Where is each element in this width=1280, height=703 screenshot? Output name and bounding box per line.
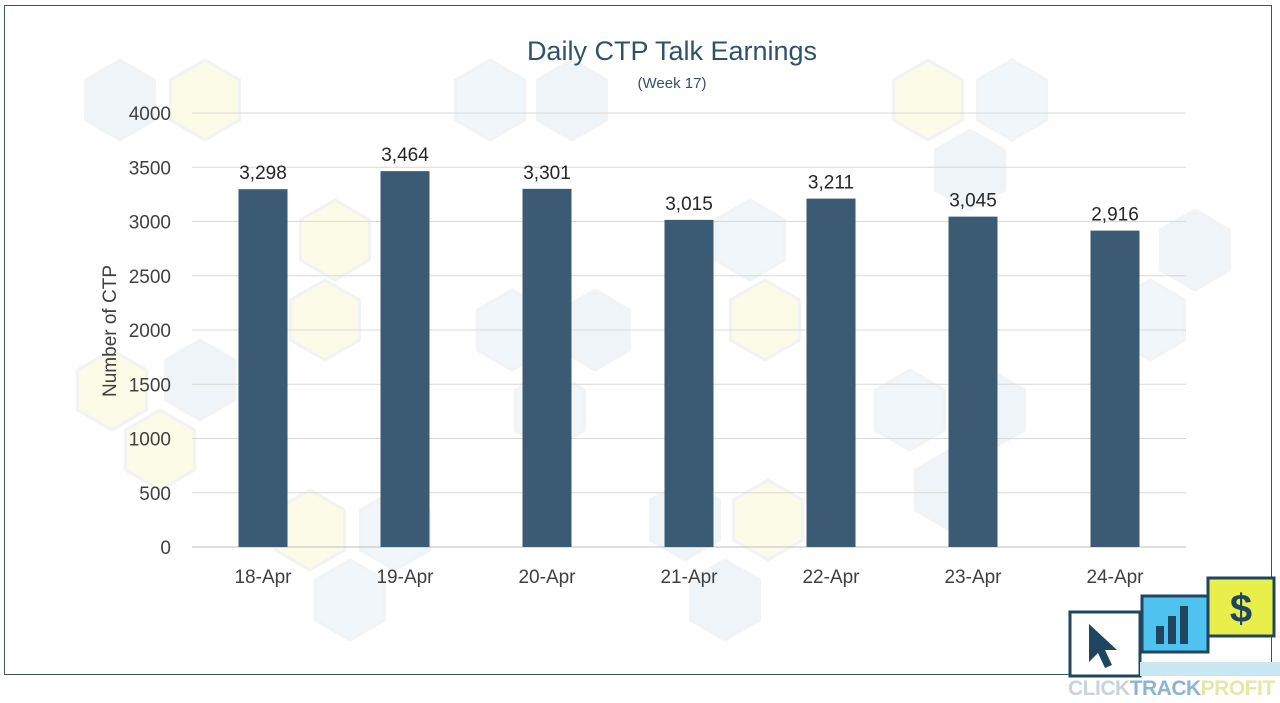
logo-stripe <box>1140 662 1280 676</box>
watermark-hexagon <box>728 278 802 362</box>
bar-chart-icon <box>1156 606 1188 644</box>
watermark-hexagon <box>163 338 237 422</box>
y-tick-label: 500 <box>139 484 171 505</box>
bar <box>664 219 714 547</box>
x-tick-label: 21-Apr <box>660 567 718 588</box>
x-tick-label: 22-Apr <box>802 567 860 588</box>
watermark-hexagon <box>123 408 197 492</box>
x-tick-label: 19-Apr <box>376 567 434 588</box>
logo-dollar-box <box>1206 576 1276 638</box>
watermark-hexagon <box>731 478 805 562</box>
y-tick-label: 1000 <box>129 430 171 451</box>
logo-word-track: TRACK <box>1129 677 1202 700</box>
watermark-hexagon <box>891 58 965 142</box>
y-tick-label: 0 <box>160 538 171 559</box>
watermark-hexagon <box>453 58 527 142</box>
bars <box>238 171 1140 548</box>
y-tick-label: 2500 <box>129 267 171 288</box>
x-tick-label: 18-Apr <box>234 567 292 588</box>
watermark-hexagon <box>313 558 387 642</box>
watermark-hexagon <box>298 198 372 282</box>
chart-title: Daily CTP Talk Earnings <box>527 36 817 66</box>
logo-word-profit: PROFIT <box>1200 677 1276 700</box>
dollar-icon: $ <box>1230 587 1252 631</box>
y-tick-label: 2000 <box>129 321 171 342</box>
bar <box>380 171 430 547</box>
watermark-hexagon <box>1158 208 1232 292</box>
data-label: 3,211 <box>808 173 854 194</box>
y-tick-label: 1500 <box>129 375 171 396</box>
y-tick-label: 3000 <box>129 213 171 234</box>
bar <box>1090 230 1140 547</box>
watermark-hexagon <box>75 348 149 432</box>
watermark-hexagon <box>688 558 762 642</box>
data-label: 3,045 <box>949 191 997 212</box>
watermark-hexagon <box>933 128 1007 212</box>
logo-word-click: CLICK <box>1068 677 1130 700</box>
bar <box>238 189 288 548</box>
watermark-hexagon <box>288 278 362 362</box>
x-tick-label: 20-Apr <box>518 567 576 588</box>
bar <box>522 188 572 548</box>
x-tick-label: 24-Apr <box>1086 567 1144 588</box>
logo-wordmark: CLICKTRACKPROFIT <box>1068 676 1278 702</box>
watermark-hexagon <box>713 198 787 282</box>
data-label: 3,464 <box>381 145 429 166</box>
data-label: 2,916 <box>1091 205 1139 226</box>
y-axis-ticks: 0 500 1000 1500 2000 2500 3000 3500 4000 <box>129 104 171 559</box>
data-label: 3,298 <box>239 163 287 184</box>
y-axis-label: Number of CTP <box>100 265 121 397</box>
x-axis-ticks: 18-Apr 19-Apr 20-Apr 21-Apr 22-Apr 23-Apr 24-A… <box>234 567 1144 588</box>
watermark-pattern <box>75 58 1232 642</box>
watermark-hexagon <box>873 368 947 452</box>
data-labels: 3,298 3,464 3,301 3,015 3,211 3,045 2,916 <box>239 145 1139 225</box>
cursor-icon <box>1089 624 1117 668</box>
y-tick-label: 3500 <box>129 158 171 179</box>
data-label: 3,015 <box>665 194 713 215</box>
watermark-hexagon <box>83 58 157 142</box>
watermark-hexagon <box>975 58 1049 142</box>
x-tick-label: 23-Apr <box>944 567 1002 588</box>
data-label: 3,301 <box>523 163 571 184</box>
bar <box>806 198 856 547</box>
chart-subtitle: (Week 17) <box>638 75 707 92</box>
bar <box>948 216 998 547</box>
y-tick-label: 4000 <box>129 104 171 125</box>
watermark-hexagon <box>535 58 609 142</box>
watermark-hexagon <box>168 58 242 142</box>
clicktrackprofit-logo: $ <box>1068 576 1280 678</box>
